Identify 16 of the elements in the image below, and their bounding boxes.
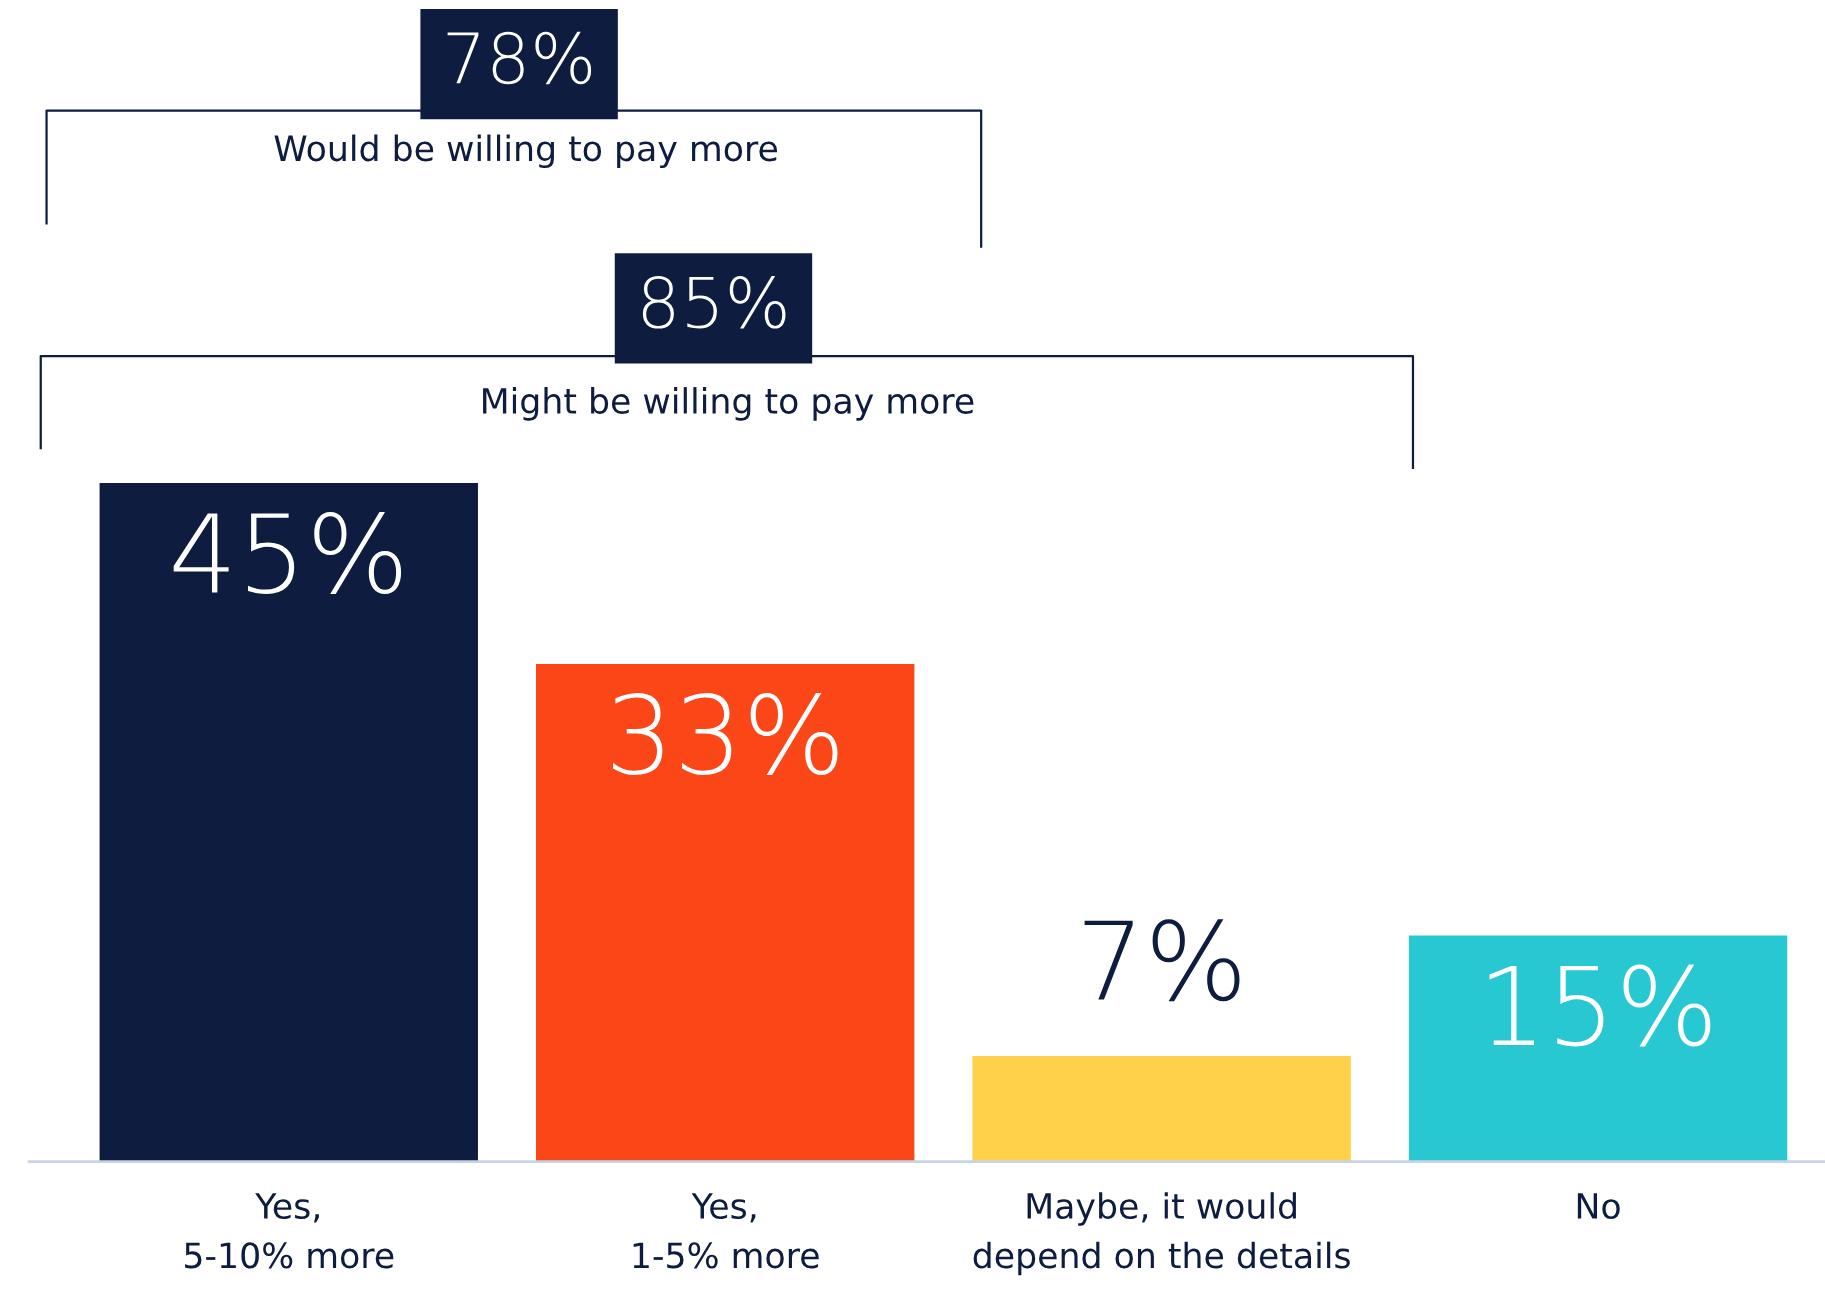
bar (972, 1056, 1351, 1162)
data-label: 45% (173, 512, 402, 595)
bar (99, 483, 478, 1162)
data-label: 7% (1084, 919, 1240, 1002)
text: 78% (447, 31, 592, 85)
text: 85% (642, 276, 786, 329)
x-tick-label: Maybe, it would depend on the details (973, 1192, 1350, 1276)
x-tick-label: Yes, 5-10% more (185, 1193, 394, 1269)
data-label: 15% (1489, 964, 1711, 1047)
x-tick-label: No (1577, 1193, 1620, 1220)
bar (1408, 935, 1788, 1162)
data-label: 33% (613, 693, 838, 775)
x-tick-label: Yes, 1-5% more (633, 1193, 819, 1269)
text: Might be willing to pay more (483, 387, 974, 421)
bar (536, 664, 915, 1162)
text: Would be willing to pay more (274, 134, 777, 169)
